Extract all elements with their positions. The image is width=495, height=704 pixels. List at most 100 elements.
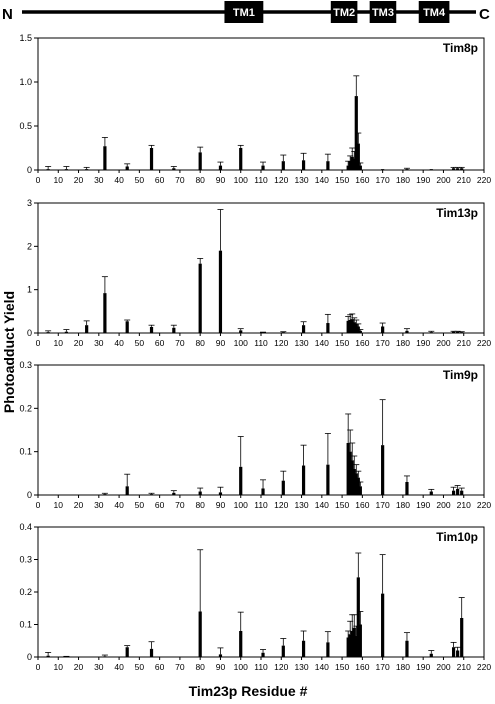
y-tick-label: 0 [27, 328, 32, 338]
tm-segment-label: TM1 [233, 7, 255, 19]
bar [103, 146, 107, 170]
x-tick-label: 70 [175, 175, 185, 185]
bar [381, 326, 385, 333]
bar [281, 332, 285, 333]
x-tick-label: 20 [74, 662, 84, 672]
bar [198, 491, 202, 495]
bar [261, 652, 265, 657]
bar [405, 640, 409, 657]
x-tick-label: 130 [294, 662, 308, 672]
tim23-topology-diagram: N C TM1 TM2 TM3 TM4 [2, 1, 490, 23]
y-tick-label: 2 [27, 241, 32, 251]
bar [239, 631, 243, 657]
x-tick-label: 200 [436, 338, 450, 348]
x-tick-label: 90 [216, 175, 226, 185]
x-tick-label: 200 [436, 500, 450, 510]
panel-title: Tim10p [436, 530, 478, 544]
bar [172, 327, 176, 333]
x-tick-label: 60 [155, 500, 165, 510]
bar [405, 169, 409, 170]
x-tick-label: 140 [315, 662, 329, 672]
x-tick-label: 210 [457, 662, 471, 672]
bar [326, 642, 330, 657]
x-tick-label: 160 [355, 338, 369, 348]
bar [198, 611, 202, 657]
x-tick-label: 160 [355, 500, 369, 510]
bar [346, 443, 350, 495]
x-tick-label: 150 [335, 338, 349, 348]
bar [358, 165, 362, 170]
bar [429, 653, 433, 657]
bar [326, 161, 330, 170]
bar [429, 491, 433, 495]
bar [103, 656, 107, 657]
y-tick-label: 0.3 [19, 555, 32, 565]
x-tick-label: 110 [254, 500, 268, 510]
x-tick-label: 220 [477, 662, 491, 672]
bar [356, 143, 360, 170]
bar [451, 647, 456, 657]
x-tick-label: 220 [477, 338, 491, 348]
bar [451, 168, 456, 170]
x-tick-label: 70 [175, 338, 185, 348]
bar [350, 319, 354, 333]
x-tick-label: 130 [294, 500, 308, 510]
x-tick-label: 220 [477, 175, 491, 185]
y-tick-label: 0.2 [19, 403, 32, 413]
tm-segment-label: TM4 [423, 7, 446, 19]
y-tick-label: 0 [27, 652, 32, 662]
x-tick-label: 200 [436, 175, 450, 185]
panel-title: Tim9p [443, 368, 478, 382]
x-tick-label: 90 [216, 500, 226, 510]
x-tick-label: 0 [36, 662, 41, 672]
x-tick-label: 20 [74, 175, 84, 185]
bar [301, 160, 306, 170]
bar [64, 169, 68, 170]
x-tick-label: 190 [416, 175, 430, 185]
bar [358, 486, 362, 495]
bar [405, 330, 409, 333]
tm-segment-label: TM3 [372, 7, 394, 19]
bar [352, 469, 356, 495]
x-tick-label: 90 [216, 662, 226, 672]
x-tick-label: 150 [335, 662, 349, 672]
bar [326, 323, 330, 333]
x-tick-label: 20 [74, 500, 84, 510]
y-tick-label: 0 [27, 490, 32, 500]
x-tick-label: 160 [355, 662, 369, 672]
bar [350, 460, 354, 495]
bar [456, 488, 460, 495]
panel-title: Tim13p [436, 206, 478, 220]
bar [125, 647, 129, 657]
bar [348, 634, 352, 657]
bar [350, 631, 354, 657]
bar [381, 169, 385, 170]
x-tick-label: 50 [135, 662, 145, 672]
x-tick-label: 40 [114, 338, 124, 348]
bar [239, 330, 243, 333]
x-tick-label: 140 [315, 175, 329, 185]
x-axis-title: Tim23p Residue # [189, 683, 308, 699]
bar [103, 293, 107, 333]
x-tick-label: 210 [457, 500, 471, 510]
bar [172, 492, 176, 495]
x-tick-label: 120 [274, 175, 288, 185]
x-tick-label: 190 [416, 338, 430, 348]
bar [46, 655, 50, 657]
tm-segment-box [330, 1, 358, 23]
n-terminus-label: N [2, 6, 13, 23]
x-tick-label: 100 [234, 662, 248, 672]
bar [261, 165, 265, 170]
bar [460, 490, 464, 495]
bar [125, 166, 129, 170]
bar [456, 331, 460, 333]
x-tick-label: 110 [254, 338, 268, 348]
plot-frame [37, 526, 485, 658]
x-tick-label: 140 [315, 338, 329, 348]
bar [354, 323, 358, 333]
x-tick-label: 80 [195, 338, 205, 348]
chart-panel: Tim9p 0 0.1 0.2 0.3 0 10 20 30 40 50 60 70 80 90 100 110… [19, 360, 491, 510]
x-tick-label: 170 [376, 500, 390, 510]
